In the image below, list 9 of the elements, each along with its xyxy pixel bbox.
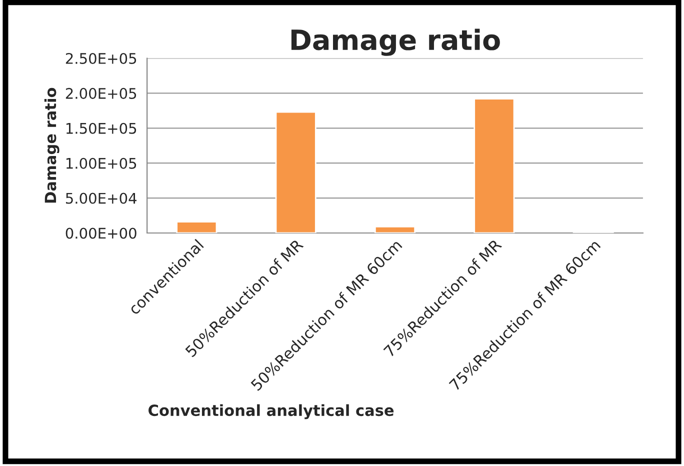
chart-title: Damage ratio — [291, 28, 500, 56]
y-tick-label: 2.00E+05 — [66, 88, 136, 99]
y-axis-title: Damage ratio — [44, 88, 60, 203]
y-tick-label: 1.00E+05 — [66, 158, 136, 169]
y-tick-label: 2.50E+05 — [66, 52, 136, 64]
x-axis-title: Conventional analytical case — [148, 404, 394, 420]
y-tick-label: 0.00E+00 — [66, 228, 136, 239]
y-tick-label: 1.50E+05 — [66, 122, 136, 134]
y-tick-label: 5.00E+04 — [66, 192, 137, 204]
